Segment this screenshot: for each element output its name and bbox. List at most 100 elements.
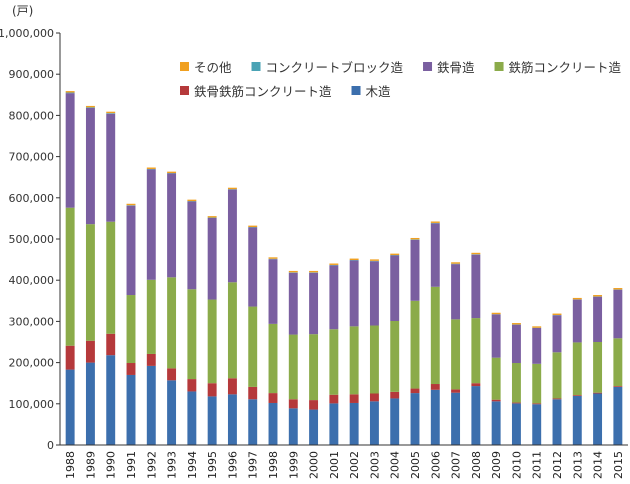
bar-segment-1999-1 [288, 399, 298, 409]
bar-segment-1989-4 [85, 107, 95, 108]
bar-segment-2005-1 [410, 388, 420, 394]
x-tick-label: 2005 [409, 451, 422, 479]
bar-segment-2002-0 [349, 402, 359, 445]
bar-segment-2012-5 [552, 313, 562, 316]
x-tick-label: 2002 [348, 451, 361, 479]
x-tick-label: 2009 [490, 451, 503, 479]
bar-segment-1990-0 [106, 355, 116, 445]
bar-segment-1992-2 [146, 279, 156, 354]
bar-segment-1993-5 [167, 171, 177, 174]
bar-segment-2007-0 [451, 392, 461, 445]
bar-segment-1989-1 [85, 340, 95, 363]
legend-label: 木造 [366, 84, 392, 99]
bar-segment-1988-3 [65, 93, 75, 208]
bar-segment-1991-5 [126, 203, 136, 206]
bar-segment-2009-5 [491, 312, 501, 315]
bar-segment-1993-2 [167, 277, 177, 369]
bar-segment-1994-1 [187, 379, 197, 392]
bar-segment-2008-1 [471, 383, 481, 387]
bar-segment-2008-5 [471, 252, 481, 255]
bar-segment-2005-3 [410, 239, 420, 301]
bar-segment-1991-1 [126, 363, 136, 375]
bar-segment-2008-3 [471, 254, 481, 319]
bar-segment-1996-3 [227, 189, 237, 283]
bar-segment-2008-2 [471, 318, 481, 384]
bar-segment-2014-0 [593, 393, 603, 445]
y-axis-ticks: 0 100,000 200,000 300,000 400,000 500,000 600,… [0, 27, 60, 452]
bar-segment-2006-3 [430, 223, 440, 287]
bar-segment-2015-1 [613, 386, 623, 387]
bar-segment-1993-0 [167, 380, 177, 445]
bar-segment-2002-5 [349, 258, 359, 261]
bar-segment-2008-0 [471, 386, 481, 445]
x-tick-label: 2006 [429, 451, 442, 479]
y-tick-label: 400,000 [9, 274, 55, 287]
bar-segment-1990-5 [106, 111, 116, 114]
bar-segment-1992-1 [146, 353, 156, 366]
bar-segment-2010-5 [511, 323, 521, 325]
bar-segment-1989-5 [85, 105, 95, 108]
bar-segment-2005-2 [410, 300, 420, 389]
bar-segment-2000-0 [309, 409, 319, 445]
y-tick-label: 500,000 [9, 233, 55, 246]
bar-segment-2009-3 [491, 314, 501, 358]
bar-segment-2010-3 [511, 324, 521, 364]
bar-segment-1998-5 [268, 257, 278, 259]
x-tick-label: 2011 [531, 451, 544, 479]
y-tick-label: 200,000 [9, 357, 55, 370]
legend-swatch [180, 62, 189, 71]
x-tick-label: 1998 [267, 451, 280, 479]
bar-segment-1997-0 [248, 399, 258, 445]
bar-segment-1990-3 [106, 113, 116, 222]
bar-segment-1998-1 [268, 393, 278, 403]
bar-segment-1995-5 [207, 216, 217, 218]
bar-segment-1997-2 [248, 306, 258, 387]
bar-segment-2005-0 [410, 393, 420, 445]
bar-segment-1997-3 [248, 227, 258, 307]
bar-segment-2012-3 [552, 315, 562, 353]
y-axis-unit-label: (戸) [12, 4, 33, 18]
bar-segment-2003-5 [369, 259, 379, 261]
bar-segment-1988-5 [65, 91, 75, 93]
bars [65, 91, 623, 445]
x-tick-label: 1992 [145, 451, 158, 479]
bar-segment-2013-0 [572, 395, 582, 445]
bar-segment-1990-4 [106, 113, 116, 114]
bar-segment-2003-0 [369, 401, 379, 445]
x-tick-label: 1995 [206, 451, 219, 479]
legend-label: 鉄骨鉄筋コンクリート造 [194, 84, 332, 99]
bar-segment-2001-0 [329, 403, 339, 445]
bar-segment-1996-2 [227, 282, 237, 379]
bar-segment-2015-5 [613, 288, 623, 290]
bar-segment-2001-3 [329, 265, 339, 330]
bar-segment-2010-0 [511, 403, 521, 445]
legend-label: その他 [194, 60, 232, 75]
bar-segment-2007-5 [451, 262, 461, 264]
bar-segment-2015-0 [613, 386, 623, 445]
y-tick-label: 100,000 [9, 398, 55, 411]
x-tick-label: 1990 [105, 451, 118, 479]
x-tick-label: 2008 [470, 451, 483, 479]
x-tick-label: 2010 [510, 451, 523, 479]
bar-segment-2003-3 [369, 261, 379, 326]
bar-segment-2014-5 [593, 295, 603, 297]
bar-segment-1988-0 [65, 369, 75, 445]
bar-segment-2015-2 [613, 338, 623, 387]
x-tick-label: 2001 [328, 451, 341, 479]
bar-segment-1994-0 [187, 391, 197, 445]
x-tick-label: 2004 [389, 451, 402, 479]
x-tick-label: 2012 [551, 451, 564, 479]
y-tick-label: 900,000 [9, 68, 55, 81]
bar-segment-1992-3 [146, 169, 156, 280]
legend-swatch [251, 62, 261, 71]
bar-segment-2006-2 [430, 286, 440, 385]
bar-segment-1996-5 [227, 187, 237, 190]
x-tick-label: 2013 [571, 451, 584, 479]
legend-swatch [494, 62, 504, 71]
x-tick-label: 2000 [308, 451, 321, 479]
bar-segment-2011-1 [532, 403, 542, 405]
bar-segment-2013-2 [572, 342, 582, 396]
bar-segment-2004-3 [390, 255, 400, 321]
bar-segment-2011-3 [532, 327, 542, 364]
bar-segment-2013-3 [572, 299, 582, 343]
